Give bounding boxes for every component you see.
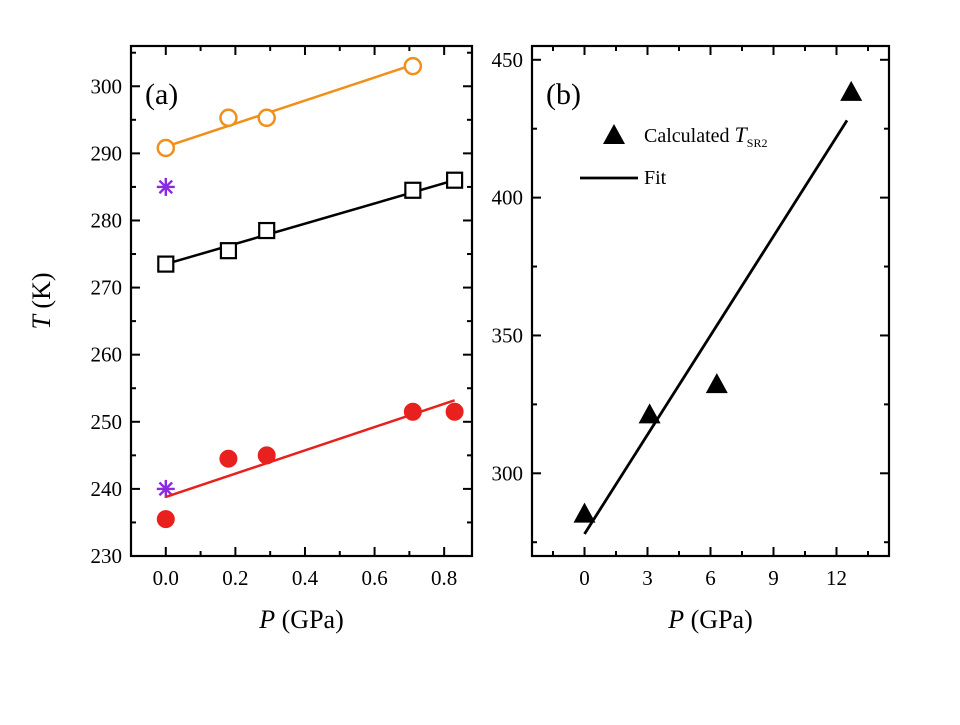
x-axis-title: P (GPa) bbox=[667, 605, 752, 634]
data-point-3 bbox=[403, 402, 422, 421]
y-axis-title-var: T bbox=[27, 314, 56, 330]
panel-b: 0 3 6 9 12 300 350 400 450 P (GPa) (b) Calculated T… bbox=[492, 44, 891, 634]
x-tick-label: 0 bbox=[579, 566, 590, 590]
x-tick-label: 12 bbox=[826, 566, 847, 590]
y-tick-label: 450 bbox=[492, 48, 524, 72]
x-tick-label: 0.4 bbox=[292, 566, 319, 590]
legend-entry-label: Calculated TSR2 bbox=[644, 122, 767, 150]
legend-italic: T bbox=[735, 122, 749, 147]
y-tick-label: 230 bbox=[91, 544, 123, 568]
data-point-1 bbox=[219, 242, 238, 260]
data-point-1 bbox=[638, 403, 661, 424]
fit-line bbox=[165, 63, 414, 148]
y-tick-label: 400 bbox=[492, 186, 524, 210]
data-point-2 bbox=[705, 373, 728, 394]
data-point-3 bbox=[404, 181, 422, 199]
data-point-3 bbox=[840, 80, 863, 101]
x-axis-title-var: P bbox=[667, 605, 684, 634]
data-point-2 bbox=[258, 221, 276, 240]
y-tick-label: 290 bbox=[91, 141, 123, 165]
x-tick-label: 0.8 bbox=[431, 566, 457, 590]
x-tick-label: 6 bbox=[705, 566, 716, 590]
y-tick-label: 240 bbox=[91, 477, 123, 501]
data-point-0 bbox=[156, 138, 176, 158]
y-axis-title: T (K) bbox=[27, 272, 56, 329]
legend: Calculated TSR2 Fit bbox=[580, 122, 767, 189]
panel-label: (a) bbox=[145, 78, 178, 111]
legend-entry-label: Fit bbox=[644, 167, 667, 189]
x-axis-title-var: P bbox=[258, 605, 275, 634]
y-axis-title-unit: (K) bbox=[27, 272, 56, 315]
legend-text: Fit bbox=[644, 167, 667, 189]
data-point-1 bbox=[156, 479, 175, 498]
y-tick-label: 270 bbox=[91, 276, 123, 300]
asterisk-stroke bbox=[158, 481, 174, 497]
fit-line bbox=[583, 119, 849, 535]
data-point-4 bbox=[446, 171, 464, 189]
asterisk-stroke bbox=[158, 179, 174, 195]
x-axis-title-unit: (GPa) bbox=[684, 605, 753, 634]
data-point-3 bbox=[403, 56, 423, 76]
y-tick-label: 300 bbox=[91, 74, 123, 98]
data-point-1 bbox=[219, 449, 238, 468]
data-point-0 bbox=[156, 177, 175, 196]
plot-frame bbox=[129, 44, 474, 558]
y-tick-label: 280 bbox=[91, 208, 123, 232]
series-1 bbox=[583, 119, 849, 535]
y-tick-label: 350 bbox=[492, 323, 524, 347]
series-3 bbox=[156, 399, 464, 529]
legend-text: Calculated bbox=[644, 125, 735, 147]
x-tick-label: 0.2 bbox=[222, 566, 248, 590]
plot-frame bbox=[530, 44, 891, 558]
y-tick-label: 300 bbox=[492, 461, 524, 485]
data-point-4 bbox=[445, 402, 464, 421]
data-point-0 bbox=[156, 510, 175, 529]
data-point-2 bbox=[257, 108, 276, 128]
data-point-2 bbox=[257, 446, 276, 465]
x-tick-label: 3 bbox=[642, 566, 653, 590]
data-point-0 bbox=[157, 255, 175, 273]
series-0 bbox=[573, 80, 863, 523]
data-point-legend-0 bbox=[603, 124, 625, 144]
series-1 bbox=[157, 171, 464, 273]
legend-subscript: SR2 bbox=[747, 136, 768, 150]
x-tick-label: 0.0 bbox=[153, 566, 179, 590]
series-2 bbox=[156, 177, 175, 498]
y-tick-label: 260 bbox=[91, 343, 123, 367]
series-0 bbox=[156, 56, 423, 158]
x-axis-title-unit: (GPa) bbox=[275, 605, 344, 634]
y-tick-label: 250 bbox=[91, 410, 123, 434]
panel-label: (b) bbox=[546, 78, 581, 111]
panel-a: 0.0 0.2 0.4 0.6 0.8 230 240 250 260 270 280 290 300 P… bbox=[27, 44, 474, 634]
x-tick-label: 9 bbox=[768, 566, 779, 590]
data-point-0 bbox=[573, 502, 596, 523]
x-tick-label: 0.6 bbox=[361, 566, 387, 590]
x-axis-title: P (GPa) bbox=[258, 605, 343, 634]
data-point-1 bbox=[219, 108, 238, 128]
